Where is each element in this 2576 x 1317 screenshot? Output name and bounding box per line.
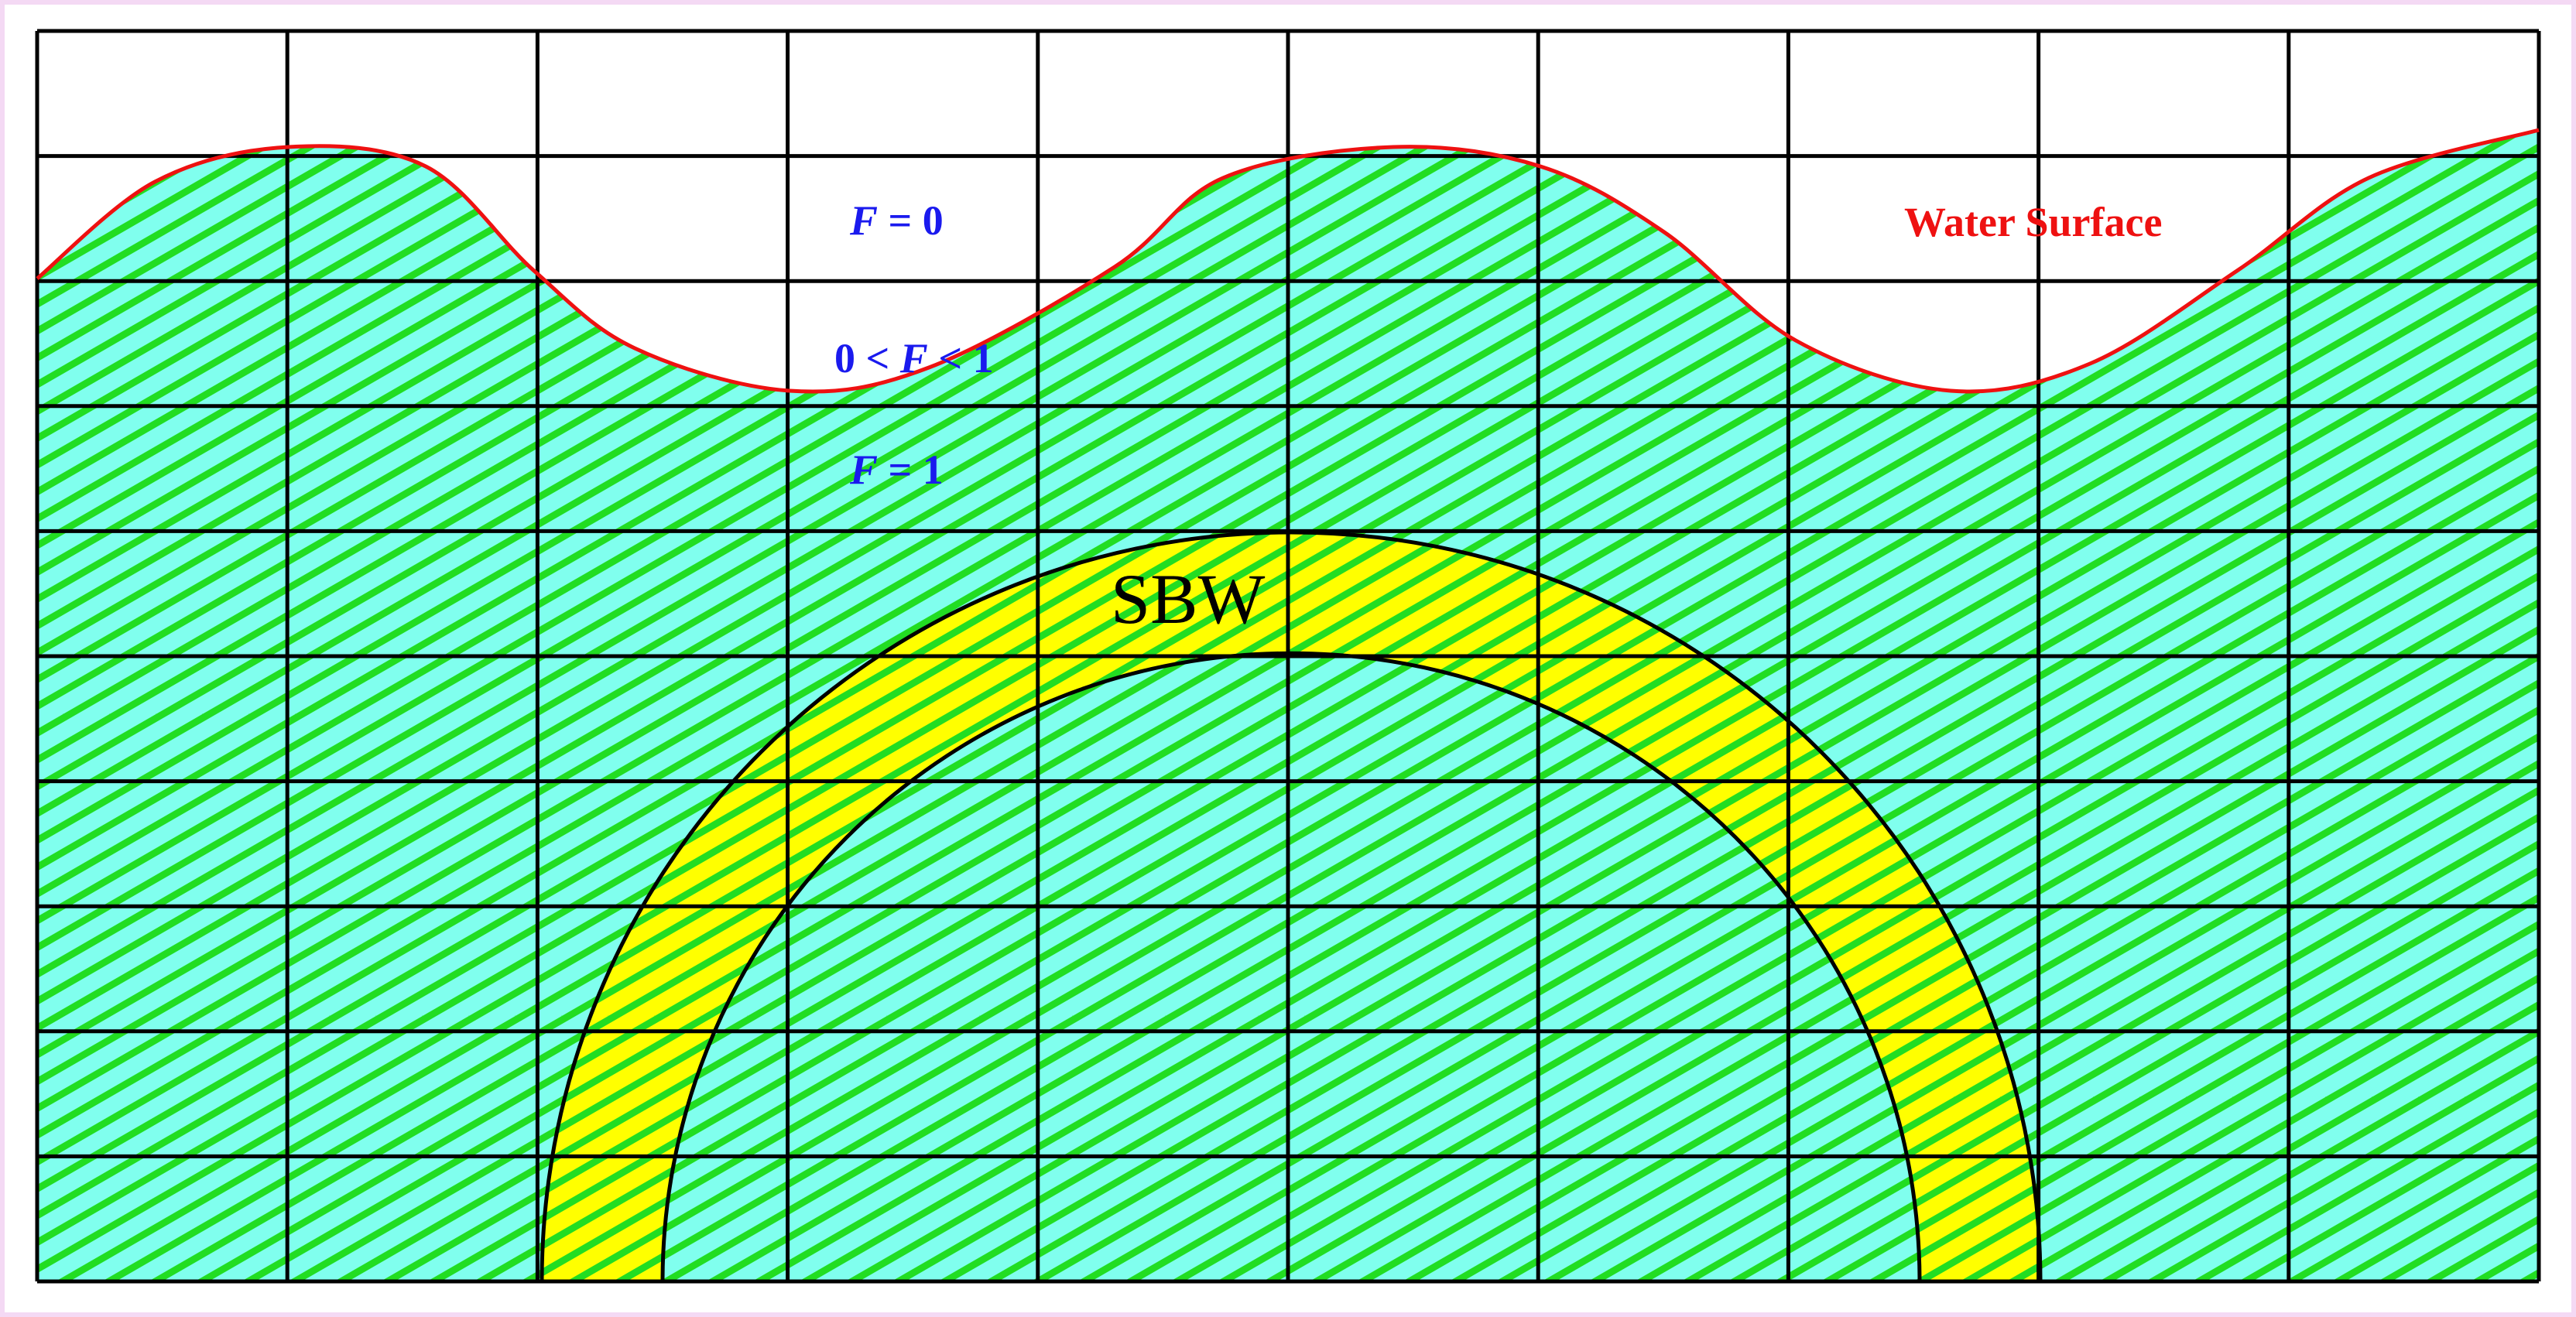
label-water-surface: Water Surface <box>1904 199 2162 245</box>
water-surface-line <box>36 128 2540 394</box>
label-f-equals-0: F = 0 <box>849 197 944 244</box>
label-f1-rest: = 1 <box>878 446 944 493</box>
label-f0-rest: = 0 <box>878 197 944 244</box>
mesh-grid <box>35 29 2541 1284</box>
label-f-symbol: F <box>849 197 878 244</box>
label-fmid-pre: 0 < <box>834 335 900 381</box>
label-f-between: 0 < F < 1 <box>834 335 994 381</box>
label-f-equals-1: F = 1 <box>849 446 944 493</box>
label-sbw: SBW <box>1111 559 1266 638</box>
label-f-symbol: F <box>849 446 878 493</box>
label-fmid-post: < 1 <box>928 335 994 381</box>
label-f-symbol: F <box>899 335 928 381</box>
